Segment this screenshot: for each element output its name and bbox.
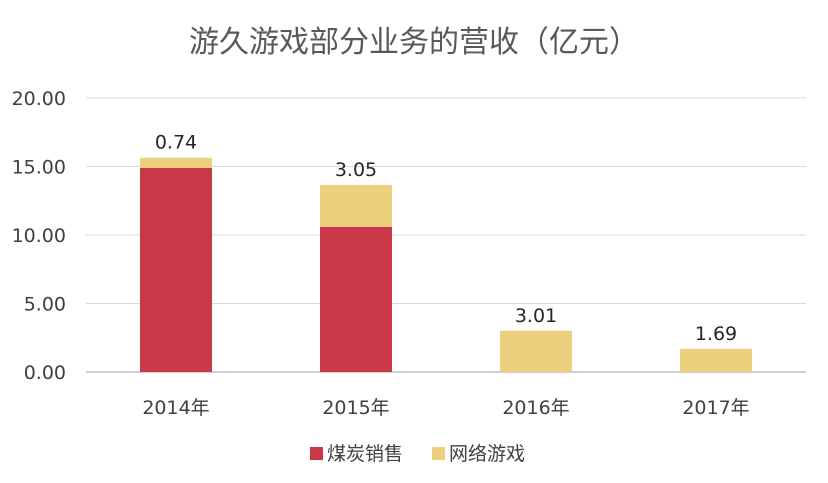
y-tick-label: 20.00 [12, 88, 66, 110]
bar-segment-coal-sales [320, 226, 392, 372]
legend-label: 网络游戏 [449, 443, 525, 465]
x-tick-label: 2016年 [502, 397, 569, 419]
y-tick-label: 10.00 [12, 225, 66, 247]
data-label: 3.05 [335, 159, 377, 181]
bar-segment-coal-sales [140, 167, 212, 372]
y-tick-label: 0.00 [24, 362, 66, 384]
x-tick-label: 2017年 [682, 397, 749, 419]
legend-swatch [310, 447, 323, 460]
legend: 煤炭销售 网络游戏 [310, 443, 525, 465]
legend-swatch [432, 447, 445, 460]
data-label: 1.69 [695, 323, 737, 345]
bar-segment-online-games [320, 184, 392, 227]
bar-segment-online-games [140, 157, 212, 168]
y-tick-label: 15.00 [12, 157, 66, 179]
x-axis-ticks: 2014年 2015年 2016年 2017年 [142, 397, 749, 419]
x-tick-label: 2014年 [142, 397, 209, 419]
legend-label: 煤炭销售 [327, 443, 403, 465]
bars [140, 157, 752, 372]
data-label: 3.01 [515, 305, 557, 327]
bar-segment-online-games [680, 348, 752, 372]
data-labels: 0.74 3.05 3.01 1.69 [155, 132, 737, 345]
data-label: 0.74 [155, 132, 197, 154]
x-tick-label: 2015年 [322, 397, 389, 419]
chart-title: 游久游戏部分业务的营收（亿元） [189, 25, 639, 60]
bar-segment-online-games [500, 330, 572, 372]
y-tick-label: 5.00 [24, 294, 66, 316]
y-axis-ticks: 0.00 5.00 10.00 15.00 20.00 [12, 88, 66, 384]
